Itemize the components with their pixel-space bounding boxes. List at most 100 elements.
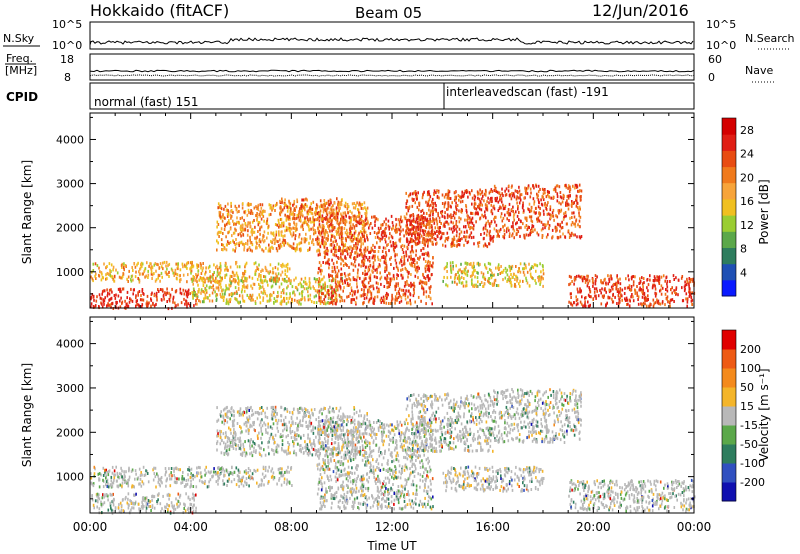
echo-cell bbox=[418, 227, 421, 231]
echo-cell bbox=[432, 213, 434, 217]
echo-cell bbox=[531, 265, 533, 269]
echo-cell bbox=[269, 206, 272, 210]
echo-cell bbox=[184, 289, 187, 293]
echo-cell bbox=[362, 257, 365, 260]
echo-cell bbox=[341, 258, 344, 262]
echo-cell bbox=[344, 223, 347, 226]
echo-cell bbox=[221, 215, 223, 219]
echo-cell bbox=[427, 251, 429, 255]
echo-cell bbox=[669, 301, 671, 305]
echo-cell bbox=[149, 266, 152, 270]
echo-cell bbox=[450, 205, 452, 209]
echo-cell bbox=[218, 271, 220, 275]
echo-cell bbox=[131, 468, 134, 472]
echo-cell bbox=[283, 296, 286, 300]
echo-cell bbox=[378, 245, 380, 249]
echo-cell bbox=[464, 225, 467, 228]
echo-cell bbox=[540, 270, 542, 274]
echo-cell bbox=[245, 242, 247, 245]
echo-cell bbox=[335, 275, 337, 279]
echo-cell bbox=[324, 202, 326, 206]
echo-cell bbox=[200, 266, 202, 270]
echo-cell bbox=[316, 211, 319, 215]
echo-cell bbox=[631, 293, 633, 296]
echo-cell bbox=[304, 298, 306, 302]
echo-cell bbox=[256, 235, 258, 239]
echo-cell bbox=[502, 268, 505, 272]
echo-cell bbox=[99, 296, 102, 300]
echo-cell bbox=[357, 268, 359, 272]
echo-cell bbox=[559, 229, 561, 233]
echo-cell bbox=[646, 278, 649, 281]
echo-cell bbox=[331, 274, 333, 278]
echo-cell bbox=[242, 223, 244, 227]
echo-cell bbox=[333, 290, 336, 294]
echo-cell bbox=[415, 218, 418, 222]
echo-cell bbox=[398, 261, 401, 265]
echo-cell bbox=[220, 295, 222, 299]
echo-cell bbox=[315, 206, 317, 210]
echo-cell bbox=[378, 229, 380, 232]
echo-cell bbox=[337, 281, 340, 285]
echo-cell bbox=[388, 227, 390, 231]
echo-cell bbox=[607, 296, 610, 300]
echo-cell bbox=[285, 218, 288, 222]
echo-cell bbox=[224, 292, 226, 296]
echo-cell bbox=[303, 203, 306, 207]
echo-cell bbox=[100, 502, 103, 506]
echo-cell bbox=[492, 239, 494, 243]
echo-cell bbox=[365, 211, 368, 215]
echo-cell bbox=[195, 510, 197, 513]
echo-cell bbox=[288, 277, 290, 281]
echo-cell bbox=[192, 282, 194, 286]
echo-cell bbox=[246, 233, 249, 237]
echo-cell bbox=[344, 279, 346, 283]
echo-cell bbox=[414, 300, 416, 304]
echo-cell bbox=[397, 296, 400, 299]
echo-cell bbox=[401, 219, 404, 223]
echo-cell bbox=[247, 470, 249, 474]
echo-cell bbox=[436, 219, 438, 223]
echo-cell bbox=[259, 232, 261, 236]
echo-cell bbox=[593, 290, 596, 294]
echo-cell bbox=[422, 272, 424, 276]
echo-cell bbox=[280, 206, 282, 210]
colorbar-swatch bbox=[722, 263, 736, 281]
echo-cell bbox=[323, 298, 325, 302]
echo-cell bbox=[122, 509, 125, 513]
echo-cell bbox=[287, 279, 290, 283]
echo-cell bbox=[516, 214, 519, 218]
echo-cell bbox=[373, 215, 375, 219]
echo-cell bbox=[322, 217, 325, 221]
echo-cell bbox=[299, 207, 301, 211]
echo-cell bbox=[354, 216, 357, 220]
echo-cell bbox=[350, 289, 353, 293]
echo-cell bbox=[301, 294, 303, 298]
echo-cell bbox=[448, 190, 451, 194]
echo-cell bbox=[257, 208, 260, 212]
echo-cell bbox=[318, 215, 321, 219]
echo-cell bbox=[471, 278, 473, 282]
echo-cell bbox=[398, 223, 401, 227]
echo-cell bbox=[547, 233, 549, 237]
echo-cell bbox=[657, 301, 659, 305]
echo-cell bbox=[129, 297, 131, 301]
echo-cell bbox=[294, 247, 296, 251]
echo-cell bbox=[313, 221, 315, 225]
echo-cell bbox=[530, 215, 532, 219]
echo-cell bbox=[216, 239, 218, 243]
echo-cell bbox=[447, 222, 450, 226]
echo-cell bbox=[406, 226, 408, 229]
echo-cell bbox=[178, 274, 181, 278]
echo-cell bbox=[346, 235, 349, 239]
echo-cell bbox=[216, 248, 218, 252]
echo-cell bbox=[571, 231, 573, 235]
echo-cell bbox=[253, 262, 256, 266]
echo-cell bbox=[277, 240, 279, 244]
echo-cell bbox=[109, 271, 111, 275]
nave-trace bbox=[89, 74, 695, 77]
echo-cell bbox=[450, 220, 452, 224]
echo-cell bbox=[126, 501, 129, 505]
echo-cell bbox=[250, 230, 253, 234]
echo-cell bbox=[260, 217, 263, 221]
